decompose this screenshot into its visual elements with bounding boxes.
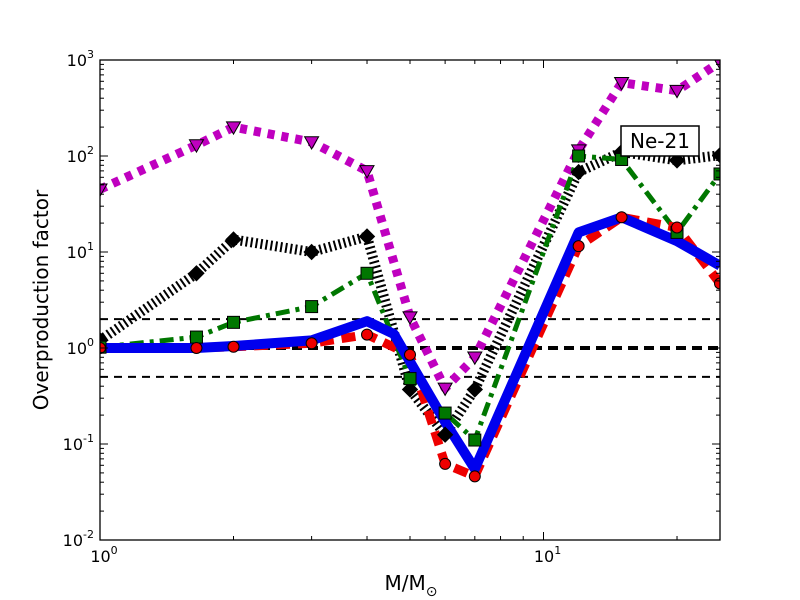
marker-black-diamonds-8 <box>570 163 587 181</box>
y-tick-label: 10-2 <box>63 528 94 550</box>
marker-red-circles-3 <box>305 337 318 350</box>
annotation-box: Ne-21 <box>620 125 700 157</box>
marker-red-circles-8 <box>572 240 585 253</box>
marker-black-diamonds-2 <box>225 231 242 248</box>
marker-black-diamonds-5 <box>401 381 419 398</box>
marker-red-circles-4 <box>361 328 374 341</box>
marker-black-diamonds-7 <box>466 381 484 398</box>
plot-frame <box>99 59 721 541</box>
tick-labels: 10-2 10-1 100 101 102 103 100 101 <box>63 48 562 566</box>
marker-green-squares-2 <box>227 315 241 329</box>
y-tick-label: 101 <box>67 240 94 262</box>
marker-green-squares-11 <box>713 167 720 181</box>
marker-green-squares-1 <box>189 330 203 344</box>
y-tick-label: 10-1 <box>63 432 94 454</box>
marker-magenta-triangles-5 <box>402 311 418 326</box>
x-axis-title-main: M/M <box>385 571 426 595</box>
y-tick-label: 100 <box>67 336 94 358</box>
marker-magenta-triangles-11 <box>714 60 720 71</box>
y-axis-title: Overproduction factor <box>29 189 53 410</box>
marker-red-circles-6 <box>439 457 452 470</box>
marker-magenta-triangles-1 <box>188 139 205 154</box>
marker-red-circles-7 <box>468 470 481 483</box>
marker-red-circles-5 <box>404 348 416 361</box>
x-axis-title: M/M⊙ <box>385 571 438 600</box>
series-markers <box>100 60 720 483</box>
marker-green-squares-8 <box>572 149 586 163</box>
marker-black-diamonds-4 <box>358 228 376 245</box>
marker-black-diamonds-6 <box>436 426 454 443</box>
marker-red-circles-2 <box>227 340 240 353</box>
x-tick-label: 101 <box>534 544 561 566</box>
marker-magenta-triangles-2 <box>225 121 242 136</box>
y-tick-label: 103 <box>67 48 94 70</box>
marker-magenta-triangles-7 <box>466 351 483 366</box>
marker-green-squares-3 <box>305 300 319 314</box>
marker-red-circles-9 <box>615 211 628 224</box>
marker-magenta-triangles-9 <box>613 76 630 91</box>
marker-red-circles-1 <box>190 342 203 354</box>
marker-magenta-triangles-10 <box>669 84 685 99</box>
marker-black-diamonds-11 <box>711 146 720 164</box>
annotation-frame <box>620 125 700 157</box>
marker-green-squares-5 <box>403 372 417 386</box>
marker-black-diamonds-3 <box>303 243 320 261</box>
series-line-magenta-triangles <box>100 60 720 393</box>
marker-green-squares-6 <box>438 406 452 420</box>
marker-green-squares-4 <box>360 266 374 280</box>
series-line-blue-solid <box>100 212 720 474</box>
x-tick-label: 100 <box>90 544 117 566</box>
annotation-label: Ne-21 <box>630 129 690 153</box>
marker-green-squares-7 <box>468 433 482 447</box>
marker-magenta-triangles-4 <box>359 165 375 179</box>
marker-magenta-triangles-6 <box>437 382 453 397</box>
marker-magenta-triangles-3 <box>303 136 320 150</box>
x-axis-title-sub: ⊙ <box>426 584 438 600</box>
marker-red-circles-10 <box>671 221 684 234</box>
marker-black-diamonds-1 <box>188 265 205 282</box>
y-tick-label: 102 <box>67 144 94 166</box>
marker-magenta-triangles-0 <box>100 183 108 198</box>
